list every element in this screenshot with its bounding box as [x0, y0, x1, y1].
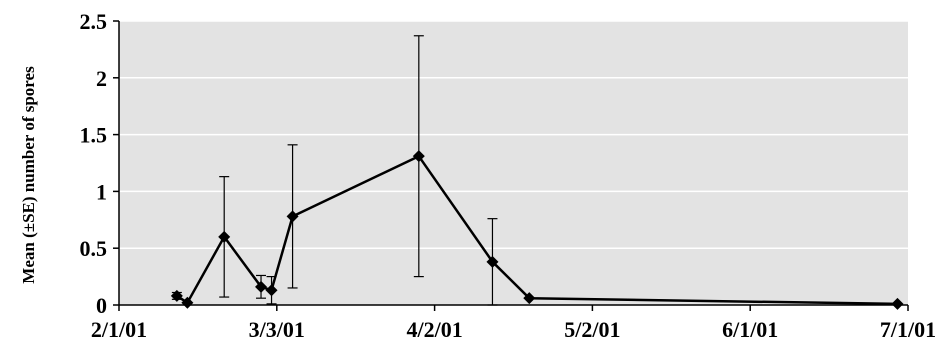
series-line	[176, 154, 898, 306]
x-tick-label: 4/2/01	[406, 317, 462, 342]
y-tick-label: 1	[96, 179, 107, 204]
x-tick-label: 6/1/01	[722, 317, 778, 342]
x-tick-label: 7/1/01	[880, 317, 936, 342]
data-point	[181, 296, 194, 309]
y-tick-label: 2	[96, 66, 107, 91]
data-point	[523, 292, 536, 305]
y-tick-label: 0	[96, 293, 107, 318]
data-markers	[170, 150, 904, 310]
plot-area	[119, 21, 908, 305]
y-tick-label: 1.5	[80, 123, 108, 148]
data-point	[218, 230, 231, 243]
x-tick-label: 5/2/01	[564, 317, 620, 342]
data-point	[486, 255, 499, 268]
data-point	[412, 150, 425, 163]
x-tick-label: 3/3/01	[249, 317, 305, 342]
data-point	[265, 284, 278, 297]
axes	[113, 20, 909, 311]
y-tick-label: 0.5	[80, 236, 108, 261]
data-point	[891, 297, 904, 310]
y-tick-label: 2.5	[80, 9, 108, 34]
data-point	[255, 280, 268, 293]
x-tick-labels: 2/1/01 3/3/01 4/2/01 5/2/01 6/1/01 7/1/01	[91, 317, 936, 342]
y-tick-labels: 0 0.5 1 1.5 2 2.5	[80, 9, 108, 318]
x-tick-label: 2/1/01	[91, 317, 147, 342]
data-point	[286, 210, 299, 223]
series-path	[176, 154, 898, 306]
gridlines	[119, 20, 908, 249]
y-axis-title: Mean (±SE) number of spores	[19, 66, 38, 284]
data-point	[170, 289, 183, 302]
